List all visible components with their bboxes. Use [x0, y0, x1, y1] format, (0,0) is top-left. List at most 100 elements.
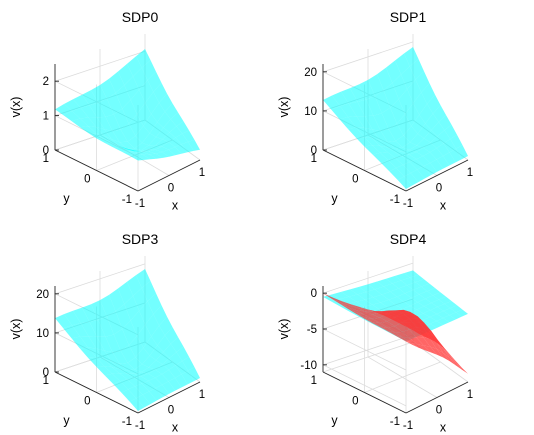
surface-patch-0-6-3	[128, 335, 144, 358]
surface-patch-0-0-1	[63, 325, 81, 339]
surface-patch-0-2-0	[73, 307, 90, 324]
x-tick-label-1: 0	[168, 183, 174, 195]
surface-patch-0-3-3	[104, 350, 120, 364]
surface-patch-0-6-0	[377, 67, 393, 91]
surface-patch-0-8-5	[157, 111, 171, 128]
surface-patch-1-2-0	[341, 300, 358, 308]
surface-patch-1-9-1	[409, 328, 424, 337]
surface-patch-0-6-6	[148, 360, 163, 370]
surface-patch-0-5-4	[395, 135, 411, 148]
surface-patch-0-5-5	[134, 142, 149, 151]
surface-patch-0-8-7	[169, 352, 183, 366]
surface-patch-0-5-0	[100, 294, 116, 317]
surface-patch-0-7-1	[392, 74, 408, 100]
surface-patch-0-0-0	[55, 314, 73, 329]
surface-patch-0-8-9	[181, 370, 194, 385]
surface-patch-0-6-2	[390, 288, 406, 297]
surface-series-0	[323, 46, 468, 189]
surface-patch-0-9-9	[188, 139, 200, 151]
surface-patch-0-4-2	[373, 113, 389, 131]
surface-patch-0-8-9	[449, 312, 462, 320]
surface-patch-0-2-5	[111, 366, 127, 374]
surface-patch-0-3-2	[96, 116, 113, 131]
surface-patch-0-9-9	[456, 309, 468, 317]
surface-patch-0-9-6	[170, 336, 184, 353]
surface-patch-0-0-2	[71, 118, 89, 128]
surface-patch-0-9-6	[170, 112, 184, 127]
surface-patch-0-2-3	[364, 127, 380, 141]
surface-patch-0-4-9	[423, 162, 437, 176]
surface-patch-1-2-1	[348, 305, 365, 312]
surface-patch-0-9-0	[404, 270, 419, 278]
y-axis-line	[54, 149, 139, 192]
surface-patch-0-1-5	[104, 366, 120, 374]
surface-patch-0-3-5	[119, 369, 135, 374]
surface-patch-0-9-0	[136, 268, 151, 289]
surface-patch-0-9-1	[409, 58, 424, 80]
surface-patch-0-5-1	[106, 92, 123, 115]
surface-patch-0-6-5	[142, 355, 157, 368]
surface-patch-0-5-2	[113, 108, 129, 130]
surface-patch-0-4-1	[98, 98, 114, 117]
surface-patch-0-3-7	[134, 376, 149, 384]
surface-patch-0-4-8	[416, 155, 431, 167]
surface-patch-0-3-0	[350, 286, 367, 295]
surface-patch-0-8-3	[145, 92, 160, 114]
surface-patch-1-8-4	[419, 322, 433, 336]
surface-patch-0-8-8	[443, 308, 457, 316]
surface-patch-0-5-4	[127, 135, 143, 149]
surface-patch-0-8-4	[151, 325, 165, 346]
surface-patch-0-8-0	[127, 275, 142, 296]
x-axis-line	[137, 159, 201, 192]
surface-patch-0-4-2	[373, 294, 389, 303]
surface-patch-0-3-1	[89, 320, 106, 337]
surface-patch-0-5-2	[113, 328, 129, 351]
surface-patch-0-8-2	[139, 301, 154, 325]
surface-patch-0-3-9	[149, 153, 163, 159]
surface-patch-0-5-0	[368, 281, 384, 290]
surface-patch-1-0-0	[323, 293, 341, 303]
surface-patch-0-2-0	[341, 289, 358, 297]
y-tick-label-0: -1	[390, 194, 400, 206]
surface-patch-1-6-8	[429, 338, 444, 353]
surface-patch-0-4-2	[105, 114, 121, 131]
surface-patch-0-5-4	[395, 301, 411, 310]
surface-patch-0-2-8	[134, 383, 150, 395]
surface-patch-0-6-7	[423, 142, 437, 153]
surface-patch-0-7-7	[430, 136, 444, 149]
surface-patch-1-7-8	[436, 342, 450, 358]
surface-patch-0-4-7	[409, 151, 424, 160]
surface-patch-0-7-1	[124, 295, 140, 321]
surface-patch-0-8-4	[419, 103, 433, 124]
x-tick-label-2: 1	[199, 167, 205, 179]
surface-patch-0-3-1	[357, 291, 374, 300]
surface-patch-0-4-6	[134, 149, 149, 152]
surface-patch-0-6-4	[403, 297, 418, 306]
surface-patch-0-3-6	[394, 151, 410, 157]
surface-series-0	[55, 48, 200, 161]
surface-patch-1-6-0	[377, 312, 393, 318]
surface-patch-1-9-9	[456, 363, 468, 374]
z-tick-label-0: 0	[311, 145, 317, 157]
surface-patch-1-2-9	[410, 342, 425, 351]
surface-patch-0-2-3	[96, 348, 112, 362]
surface-patch-0-7-5	[149, 122, 164, 138]
surface-patch-1-3-7	[402, 329, 417, 339]
z-tick-label-2: 0	[311, 288, 317, 300]
surface-patch-0-4-4	[119, 141, 135, 150]
surface-patch-1-7-0	[386, 316, 402, 323]
surface-patch-0-9-2	[147, 293, 162, 315]
surface-patch-0-8-2	[407, 282, 422, 290]
surface-patch-0-0-7	[381, 160, 397, 172]
surface-patch-0-5-1	[374, 90, 391, 114]
y-tick-label-2: 1	[43, 153, 49, 165]
surface-patch-1-6-2	[390, 310, 406, 317]
surface-patch-0-3-3	[372, 302, 388, 310]
surface-patch-0-9-3	[153, 82, 167, 103]
x-tick-label-1: 0	[436, 405, 442, 417]
y-tick-label-2: 1	[311, 153, 317, 165]
surface-patch-0-5-8	[423, 317, 437, 324]
surface-patch-1-3-1	[357, 307, 374, 312]
